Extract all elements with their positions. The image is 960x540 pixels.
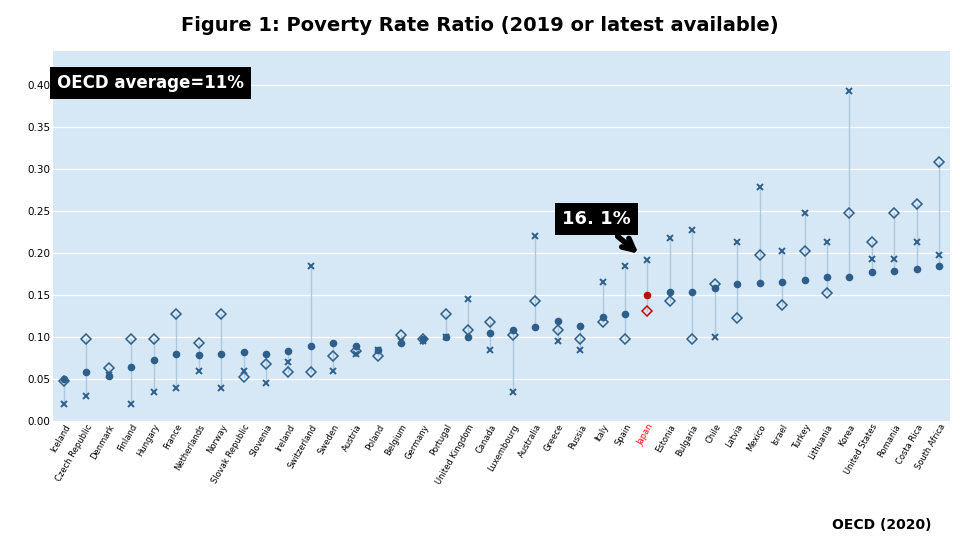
Text: OECD average=11%: OECD average=11% [58,74,244,92]
Text: Figure 1: Poverty Rate Ratio (2019 or latest available): Figure 1: Poverty Rate Ratio (2019 or la… [181,16,779,35]
Text: OECD (2020): OECD (2020) [831,518,931,532]
Text: 16. 1%: 16. 1% [563,210,634,250]
